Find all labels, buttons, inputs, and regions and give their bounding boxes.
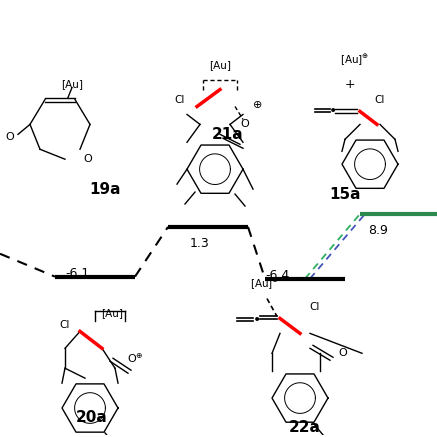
- Text: +: +: [345, 78, 355, 91]
- Text: -6.4: -6.4: [266, 269, 290, 282]
- Text: [Au]$^{\oplus}$: [Au]$^{\oplus}$: [340, 52, 370, 67]
- Text: •: •: [253, 313, 261, 327]
- Text: Cl: Cl: [375, 94, 385, 104]
- Text: [Au]: [Au]: [209, 60, 231, 69]
- Text: O: O: [83, 154, 92, 164]
- Text: [Au]: [Au]: [101, 309, 123, 319]
- Text: 21a: 21a: [212, 127, 244, 142]
- Text: 15a: 15a: [329, 187, 361, 201]
- Text: 8.9: 8.9: [368, 224, 388, 237]
- Text: 19a: 19a: [89, 182, 121, 197]
- Text: O: O: [241, 119, 250, 129]
- Text: O: O: [339, 348, 347, 358]
- Text: -6.1: -6.1: [66, 267, 90, 280]
- Text: 1.3: 1.3: [190, 237, 210, 250]
- Text: Cl: Cl: [310, 302, 320, 312]
- Text: [Au]: [Au]: [61, 80, 83, 90]
- Text: O: O: [6, 132, 14, 142]
- Text: •: •: [329, 104, 337, 118]
- Text: Cl: Cl: [175, 94, 185, 104]
- Text: Cl: Cl: [60, 320, 70, 330]
- Text: [Au]$^{\oplus}$: [Au]$^{\oplus}$: [250, 276, 280, 291]
- Text: $\oplus$: $\oplus$: [252, 99, 262, 110]
- Text: 22a: 22a: [289, 420, 321, 435]
- Text: O$^{\oplus}$: O$^{\oplus}$: [127, 352, 143, 365]
- Text: 20a: 20a: [76, 410, 108, 426]
